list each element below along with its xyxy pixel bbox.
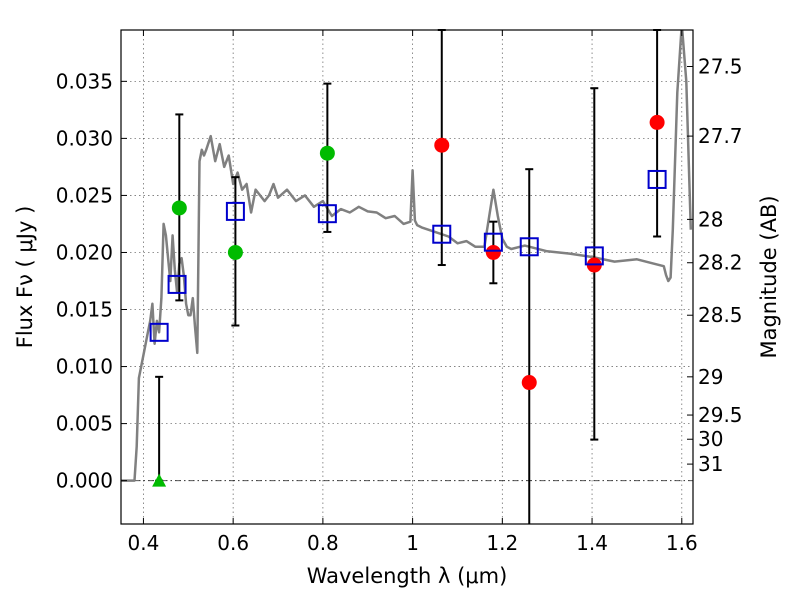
y-tick-label: 0.020: [56, 240, 113, 264]
mag-tick-label: 28.2: [698, 251, 743, 275]
y-tick-label: 0.005: [56, 412, 113, 436]
y-tick-label: 0.035: [56, 69, 113, 93]
y-tick-label: 0.010: [56, 355, 113, 379]
observed-point: [649, 114, 665, 130]
axis-ticks: 0.4 0.6 0.8 1 1.2 1.4 1.6 0.000 0.005 0.010 0.015 0…: [56, 30, 743, 555]
model-flux-square: [432, 224, 452, 244]
mag-tick-label: 27.5: [698, 55, 743, 79]
hst-point: [227, 244, 243, 260]
hst-point: [171, 200, 187, 216]
model-flux-square: [317, 204, 337, 224]
x-tick-label: 1: [406, 531, 419, 555]
observed-point: [521, 375, 537, 391]
model-flux-square: [149, 322, 169, 342]
mag-tick-label: 28.5: [698, 303, 743, 327]
model-sed-line: [121, 30, 693, 482]
model-flux-square: [167, 274, 187, 294]
magnitude-axis-label: Magnitude (AB): [757, 195, 781, 358]
model-flux-square: [225, 201, 245, 221]
model-flux-square: [519, 237, 539, 257]
x-tick-label: 1.2: [486, 531, 518, 555]
mag-tick-label: 31: [698, 452, 723, 476]
observed-point: [434, 137, 450, 153]
x-tick-label: 0.6: [217, 531, 249, 555]
y-axis-label: Flux Fν ( μJy ): [13, 206, 37, 349]
mag-tick-label: 29.5: [698, 403, 743, 427]
markers: [149, 114, 667, 487]
plot-frame: [120, 29, 694, 525]
observed-point: [485, 244, 501, 260]
model-flux-square: [584, 246, 604, 266]
mag-tick-label: 29: [698, 365, 723, 389]
y-tick-label: 0.015: [56, 298, 113, 322]
x-axis-label: Wavelength λ (μm): [307, 564, 508, 588]
upper-limit-marker: [152, 473, 167, 487]
x-tick-label: 1.4: [576, 531, 608, 555]
y-tick-label: 0.025: [56, 183, 113, 207]
mag-tick-label: 30: [698, 427, 723, 451]
mag-tick-label: 28: [698, 207, 723, 231]
hst-point: [319, 145, 335, 161]
x-tick-label: 0.8: [307, 531, 339, 555]
model-flux-square: [647, 169, 667, 189]
model-flux-square: [483, 232, 503, 252]
x-tick-label: 1.6: [666, 531, 698, 555]
mag-tick-label: 27.7: [698, 124, 743, 148]
y-tick-label: 0.000: [56, 469, 113, 493]
plot-data: [121, 30, 693, 482]
y-tick-label: 0.030: [56, 126, 113, 150]
x-tick-label: 0.4: [128, 531, 160, 555]
